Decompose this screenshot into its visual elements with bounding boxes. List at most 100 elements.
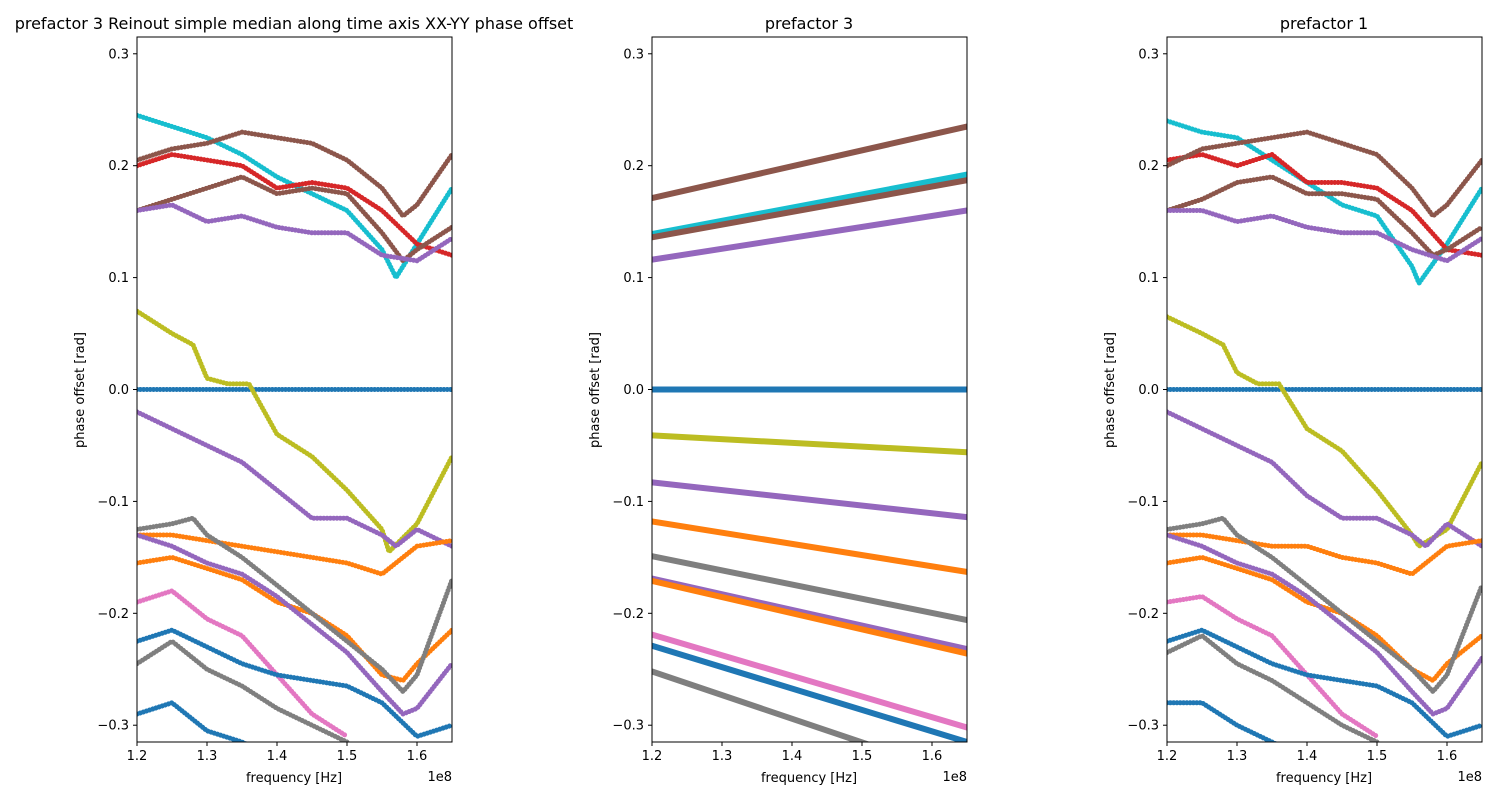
y-tick-label: 0.3 [108, 47, 129, 62]
panel-1-title: prefactor 3 Reinout simple median along … [15, 14, 574, 33]
panel-2-xlabel: frequency [Hz] [761, 771, 857, 786]
series-11-points [1167, 515, 1482, 695]
panel-2-title: prefactor 3 [765, 14, 853, 33]
series-2-points [137, 152, 452, 258]
series-12-points [1167, 532, 1482, 717]
x-tick-label: 1.6 [1437, 749, 1458, 764]
series-2-points [652, 171, 967, 237]
series-10-points [1167, 554, 1482, 683]
x-tick-label: 1.6 [922, 749, 943, 764]
series-3-points [1167, 129, 1482, 219]
panel-2: prefactor 3 phase offset [rad] frequency… [588, 14, 968, 786]
series-5-points [1167, 208, 1482, 264]
y-tick-label: 0.3 [1138, 47, 1159, 62]
series-8-points [652, 518, 967, 575]
series-9-points [1167, 532, 1482, 577]
panel-1: prefactor 3 Reinout simple median along … [15, 14, 574, 786]
x-tick-label: 1.3 [197, 749, 218, 764]
series-8-points [1167, 409, 1482, 549]
series-1-points [137, 112, 452, 281]
y-tick-label: −0.1 [1127, 495, 1159, 510]
y-tick-label: −0.1 [97, 495, 129, 510]
series-13-points [652, 642, 967, 742]
x-tick-label: 1.5 [337, 749, 358, 764]
panel-2-offset-label: 1e8 [942, 770, 967, 785]
series-7-points [137, 308, 452, 555]
series-14-points [1167, 627, 1482, 739]
y-tick-label: 0.1 [1138, 271, 1159, 286]
x-tick-label: 1.3 [712, 749, 733, 764]
panel-3: prefactor 1 phase offset [rad] frequency… [1103, 14, 1483, 786]
y-tick-label: 0.3 [623, 47, 644, 62]
y-tick-label: −0.3 [97, 719, 129, 734]
panel-1-axes-frame [136, 36, 453, 743]
y-tick-label: −0.2 [97, 607, 129, 622]
panel-3-offset-label: 1e8 [1457, 770, 1482, 785]
y-tick-label: 0.1 [623, 271, 644, 286]
x-tick-label: 1.4 [267, 749, 288, 764]
x-tick-label: 1.4 [782, 749, 803, 764]
y-tick-label: −0.3 [1127, 719, 1159, 734]
panel-1-plot-area [137, 112, 452, 742]
x-tick-label: 1.5 [852, 749, 873, 764]
y-tick-label: 0.2 [623, 159, 644, 174]
panel-3-xlabel: frequency [Hz] [1276, 771, 1372, 786]
series-1-points [1167, 118, 1482, 286]
panel-1-ylabel: phase offset [rad] [73, 332, 88, 448]
series-9-points [137, 532, 452, 577]
series-11-points [652, 577, 967, 657]
y-tick-label: −0.2 [1127, 607, 1159, 622]
y-tick-label: 0.0 [623, 383, 644, 398]
y-tick-label: 0.2 [108, 159, 129, 174]
series-4-points [137, 174, 452, 264]
panel-3-title: prefactor 1 [1280, 14, 1368, 33]
series-13-points [1167, 594, 1380, 739]
series-12-points [137, 532, 452, 717]
series-8-points [137, 409, 452, 549]
y-tick-label: −0.3 [612, 719, 644, 734]
panel-3-ticks: 1.2 1.3 1.4 1.5 1.6 −0.3 −0.2 −0.1 0.0 0.1 0.2 0.3 [1127, 47, 1457, 764]
series-3-points [652, 177, 967, 241]
series-5-points [137, 202, 452, 264]
x-tick-label: 1.2 [127, 749, 148, 764]
panel-1-offset-label: 1e8 [427, 770, 452, 785]
series-16-points [1167, 700, 1278, 742]
y-tick-label: −0.1 [612, 495, 644, 510]
x-tick-label: 1.2 [1157, 749, 1178, 764]
y-tick-label: 0.0 [1138, 383, 1159, 398]
series-4-points [1167, 174, 1482, 258]
series-7-points [652, 479, 967, 521]
panel-3-axes-frame [1166, 36, 1483, 743]
x-tick-label: 1.3 [1227, 749, 1248, 764]
series-16-points [137, 700, 248, 742]
series-11-points [137, 515, 452, 695]
series-15-points [1167, 633, 1380, 742]
y-tick-label: 0.1 [108, 271, 129, 286]
series-4-points [652, 207, 967, 263]
series-12-points [652, 631, 967, 731]
panel-2-plot-area [652, 123, 967, 742]
series-1-points [652, 123, 967, 202]
y-tick-label: −0.2 [612, 607, 644, 622]
x-tick-label: 1.6 [407, 749, 428, 764]
y-tick-label: 0.0 [108, 383, 129, 398]
x-tick-label: 1.4 [1297, 749, 1318, 764]
series-6-points [652, 432, 967, 456]
x-tick-label: 1.5 [1367, 749, 1388, 764]
panel-1-xlabel: frequency [Hz] [246, 771, 342, 786]
series-14-points [652, 668, 871, 742]
series-7-points [1167, 314, 1482, 549]
series-13-points [137, 588, 350, 739]
panel-2-axes-frame [651, 36, 968, 743]
series-10-points [137, 554, 452, 683]
series-15-points [137, 638, 350, 742]
panel-2-ticks: 1.2 1.3 1.4 1.5 1.6 −0.3 −0.2 −0.1 0.0 0.1 0.2 0.3 [612, 47, 942, 764]
x-tick-label: 1.2 [642, 749, 663, 764]
series-9-points [652, 553, 967, 623]
y-tick-label: 0.2 [1138, 159, 1159, 174]
panel-2-ylabel: phase offset [rad] [588, 332, 603, 448]
panel-1-ticks: 1.2 1.3 1.4 1.5 1.6 −0.3 −0.2 −0.1 0.0 0.1 0.2 0.3 [97, 47, 427, 764]
series-14-points [137, 627, 452, 739]
panel-3-plot-area [1167, 118, 1482, 742]
